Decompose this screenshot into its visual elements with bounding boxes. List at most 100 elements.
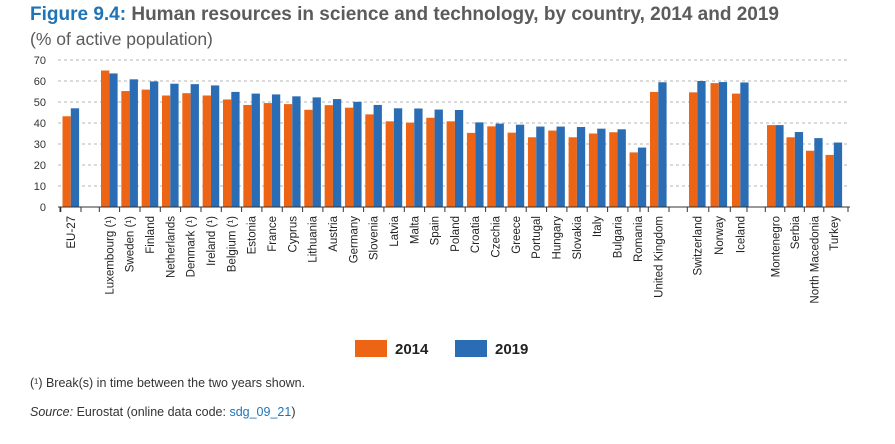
y-tick-label-40: 40	[34, 118, 46, 130]
bar-15-2019	[393, 108, 403, 207]
x-tick-label-27: Romania	[633, 215, 645, 262]
x-tick-label-33: Serbia	[790, 215, 802, 249]
bar-34-2019	[814, 138, 823, 207]
legend-label-2019: 2019	[495, 341, 528, 358]
bar-30-2014	[710, 83, 719, 207]
bar-29-2014	[689, 92, 698, 207]
bar-31-2014	[732, 93, 741, 207]
y-tick-label-20: 20	[34, 160, 46, 172]
footnote: (¹) Break(s) in time between the two yea…	[30, 376, 306, 390]
bar-2-2019	[129, 79, 138, 207]
x-tick-label-17: Spain	[430, 216, 442, 245]
y-tick-label-60: 60	[34, 76, 46, 88]
x-tick-label-0: EU-27	[66, 216, 78, 249]
bar-6-2019	[210, 85, 220, 207]
bar-14-2014	[365, 114, 374, 207]
bar-3-2014	[141, 89, 150, 207]
bar-26-2014	[609, 132, 618, 207]
bar-35-2019	[833, 142, 843, 207]
bar-0-2014	[62, 116, 71, 207]
bar-11-2019	[312, 97, 321, 207]
bar-25-2019	[597, 128, 606, 207]
x-tick-label-35: Turkey	[829, 216, 841, 251]
bar-33-2019	[794, 132, 804, 207]
source-data-code-link[interactable]: sdg_09_21	[229, 405, 292, 419]
bar-10-2014	[283, 104, 293, 207]
bar-18-2019	[454, 109, 464, 207]
bar-7-2019	[231, 91, 240, 207]
bar-32-2014	[767, 125, 776, 207]
bar-chart: 0 10 20 30 40 50 60 70 EU-27 Luxembourg (¹) Sweden…	[34, 55, 850, 358]
x-tick-label-18: Poland	[450, 216, 462, 252]
y-tick-label-50: 50	[34, 97, 46, 109]
x-tick-label-23: Hungary	[552, 216, 564, 260]
bar-32-2019	[775, 125, 784, 207]
bar-1-2014	[101, 70, 110, 207]
y-tick-label-30: 30	[34, 139, 46, 151]
bar-21-2014	[507, 132, 516, 207]
bar-5-2014	[182, 93, 191, 207]
bar-17-2014	[426, 117, 435, 207]
bar-30-2019	[718, 82, 728, 207]
x-tick-label-2: Sweden (¹)	[125, 216, 137, 272]
bar-20-2014	[487, 126, 496, 207]
figure-subtitle: (% of active population)	[30, 29, 213, 49]
x-tick-label-21: Greece	[511, 216, 523, 254]
bar-4-2019	[170, 83, 179, 207]
bar-24-2014	[568, 137, 577, 207]
bar-27-2014	[629, 152, 638, 207]
x-tick-label-26: Bulgaria	[613, 215, 625, 258]
x-tick-label-31: Iceland	[735, 216, 747, 253]
bar-13-2014	[344, 107, 354, 207]
x-tick-label-24: Slovakia	[572, 215, 584, 259]
bar-31-2019	[740, 82, 749, 207]
x-tick-label-8: Estonia	[247, 215, 259, 254]
bar-5-2019	[190, 84, 199, 207]
legend-swatch-2014	[355, 340, 387, 357]
x-tick-label-15: Latvia	[389, 215, 401, 246]
bar-8-2014	[243, 104, 252, 207]
y-tick-label-70: 70	[34, 55, 46, 67]
bar-1-2019	[109, 73, 118, 207]
bar-25-2014	[588, 133, 598, 207]
bar-27-2019	[637, 147, 647, 207]
x-tick-label-16: Malta	[409, 215, 421, 244]
x-tick-label-30: Norway	[714, 216, 726, 255]
x-tick-label-19: Croatia	[470, 215, 482, 253]
x-tick-label-22: Portugal	[531, 216, 543, 259]
bar-12-2019	[332, 99, 342, 207]
bar-17-2019	[434, 109, 443, 207]
source-close: )	[291, 405, 296, 419]
source-text: Eurostat (online data code:	[73, 405, 230, 419]
bar-29-2019	[697, 81, 706, 207]
bar-33-2014	[786, 137, 795, 207]
source-line: Source: Eurostat (online data code: sdg_…	[30, 405, 296, 419]
bar-8-2019	[251, 93, 260, 207]
bar-23-2019	[556, 126, 565, 207]
bar-23-2014	[548, 130, 557, 207]
bar-19-2019	[475, 122, 484, 207]
figure-label: Figure 9.4:	[30, 4, 127, 25]
bar-9-2019	[271, 94, 281, 207]
x-tick-label-11: Lithuania	[308, 215, 320, 262]
bar-21-2019	[515, 124, 525, 207]
bar-22-2019	[536, 126, 545, 207]
bar-35-2014	[825, 154, 834, 207]
bar-13-2019	[353, 101, 362, 207]
bar-34-2014	[806, 150, 815, 207]
figure-title: Figure 9.4: Human resources in science a…	[30, 4, 779, 26]
x-tick-label-4: Netherlands	[165, 216, 177, 278]
legend-label-2014: 2014	[395, 341, 429, 358]
bar-10-2019	[292, 96, 301, 207]
x-tick-label-6: Ireland (¹)	[206, 216, 218, 266]
y-tick-label-10: 10	[34, 181, 46, 193]
bar-28-2019	[658, 82, 667, 207]
x-tick-label-12: Austria	[328, 215, 340, 251]
x-tick-label-13: Germany	[348, 216, 360, 264]
x-tick-label-14: Slovenia	[369, 215, 381, 260]
bar-24-2019	[576, 126, 586, 207]
figure-title-text: Human resources in science and technolog…	[131, 4, 779, 25]
bar-18-2014	[446, 121, 455, 207]
x-tick-label-32: Montenegro	[770, 216, 782, 277]
bar-6-2014	[202, 95, 211, 207]
